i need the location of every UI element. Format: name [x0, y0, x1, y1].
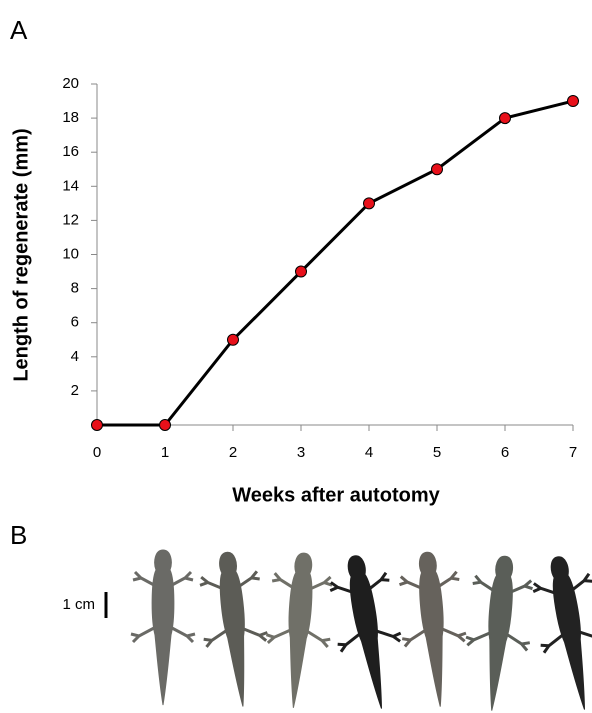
y-tick-label: 14 — [62, 177, 79, 194]
line — [97, 101, 573, 425]
gecko — [460, 553, 537, 713]
panel-label: B — [10, 520, 27, 550]
x-tick-label: 6 — [501, 444, 509, 461]
point — [228, 334, 239, 345]
y-tick-label: 8 — [71, 280, 79, 297]
point — [568, 96, 579, 107]
y-tick-label: 2 — [71, 382, 79, 399]
x-tick-label: 5 — [433, 444, 441, 461]
x-tick-label: 4 — [365, 444, 373, 461]
x-tick-label: 0 — [93, 444, 101, 461]
gecko — [526, 551, 592, 713]
y-tick-label: 12 — [62, 211, 79, 228]
gecko — [261, 551, 336, 710]
point — [500, 113, 511, 124]
point — [160, 420, 171, 431]
y-tick-label: 16 — [62, 143, 79, 160]
y-tick-label: 18 — [62, 109, 79, 126]
point — [92, 420, 103, 431]
point — [432, 164, 443, 175]
panel-label: A — [10, 15, 28, 45]
y-tick-label: 4 — [71, 348, 79, 365]
gecko — [195, 549, 275, 710]
point — [364, 198, 375, 209]
x-tick-label: 7 — [569, 444, 577, 461]
point — [296, 266, 307, 277]
x-axis-title: Weeks after autotomy — [232, 484, 440, 506]
gecko — [323, 550, 413, 713]
y-tick-label: 6 — [71, 314, 79, 331]
gecko — [131, 550, 195, 705]
y-tick-label: 10 — [62, 245, 79, 262]
x-tick-label: 2 — [229, 444, 237, 461]
y-tick-label: 20 — [62, 75, 79, 92]
x-tick-label: 1 — [161, 444, 169, 461]
gecko — [395, 549, 472, 709]
x-tick-label: 3 — [297, 444, 305, 461]
y-axis-title: Length of regenerate (mm) — [10, 128, 32, 381]
gecko-photos — [131, 549, 592, 713]
figure: A B 1 cm 246810121416182001234567Weeks a… — [0, 0, 592, 713]
scale-bar-label: 1 cm — [62, 596, 95, 613]
